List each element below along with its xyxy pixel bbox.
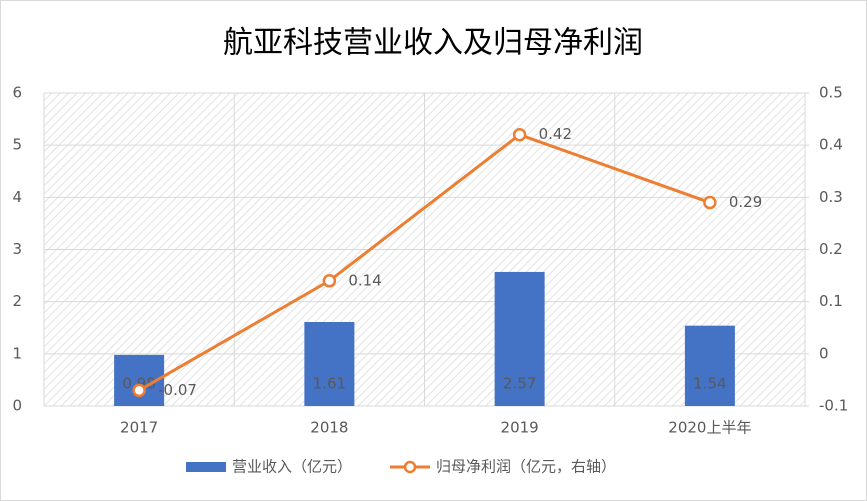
y2-tick-label: 0 (819, 344, 829, 362)
x-tick-label: 2020上半年 (668, 419, 751, 437)
legend-label: 归母净利润（亿元，右轴） (436, 458, 616, 476)
y-tick-label: 4 (12, 188, 22, 206)
bar-value-label: 0.98 (122, 375, 155, 393)
legend-marker (403, 460, 417, 474)
x-tick-label: 2018 (310, 419, 348, 437)
bar-value-label: 2.57 (503, 375, 536, 393)
legend-label: 营业收入（亿元） (232, 458, 352, 476)
line-value-label: -0.07 (158, 381, 197, 399)
bar-value-label: 1.54 (693, 375, 726, 393)
bar-value-label: 1.61 (313, 375, 346, 393)
line-value-label: 0.29 (729, 193, 762, 211)
bar (304, 322, 355, 406)
y2-tick-label: 0.4 (819, 136, 843, 154)
y2-tick-label: 0.1 (819, 292, 843, 310)
y2-tick-label: 0.2 (819, 240, 843, 258)
y-tick-label: 3 (12, 240, 22, 258)
legend-swatch (186, 462, 226, 472)
y-tick-label: 1 (12, 344, 22, 362)
y2-tick-label: 0.5 (819, 84, 843, 102)
line (138, 133, 711, 392)
bar (494, 271, 545, 406)
y2-tick-label: -0.1 (819, 397, 848, 415)
y-tick-label: 5 (12, 136, 22, 154)
line-marker (512, 127, 527, 142)
line-marker (132, 383, 146, 398)
x-tick-label: 2017 (120, 419, 158, 437)
chart-title: 航亚科技营业收入及归母净利润 (223, 26, 643, 61)
line-marker (322, 274, 337, 288)
x-tick-label: 2019 (501, 419, 539, 437)
line-value-label: 0.14 (348, 271, 381, 289)
y2-tick-label: 0.3 (819, 188, 843, 206)
line-value-label: 0.42 (539, 125, 572, 143)
y-tick-label: 2 (12, 292, 22, 310)
y-tick-label: 6 (12, 84, 22, 102)
y-tick-label: 0 (12, 397, 22, 415)
line-marker (703, 195, 717, 210)
bar (684, 325, 735, 406)
